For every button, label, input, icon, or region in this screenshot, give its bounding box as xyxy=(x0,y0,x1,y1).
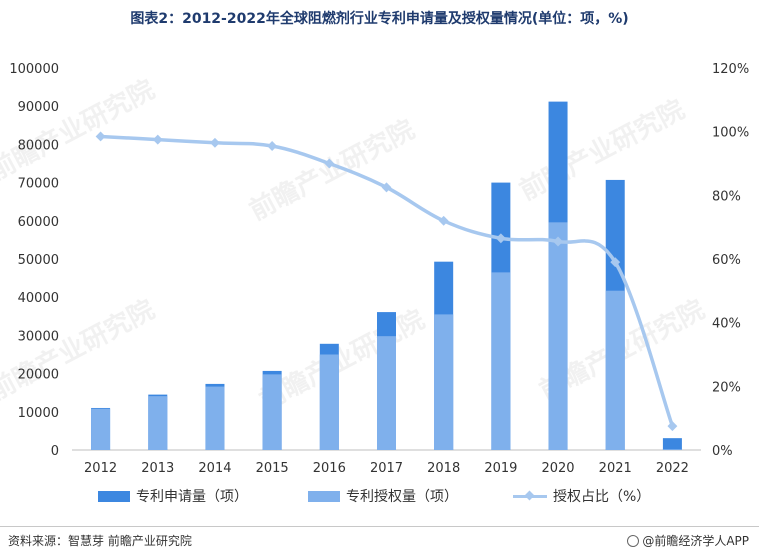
legend-swatch-grants xyxy=(308,490,340,502)
y-left-tick-label: 80000 xyxy=(18,138,59,153)
y-left-tick-label: 40000 xyxy=(18,291,59,306)
x-tick-label: 2021 xyxy=(599,461,632,476)
y-left-tick-label: 70000 xyxy=(18,177,59,192)
y-right-tick-label: 0% xyxy=(712,444,733,459)
brand-logo-icon xyxy=(627,534,640,547)
y-left-tick-label: 50000 xyxy=(18,253,59,268)
legend-item-ratio: 授权占比（%） xyxy=(513,486,650,506)
ratio-point xyxy=(495,233,506,244)
x-tick-label: 2019 xyxy=(484,461,517,476)
x-tick-label: 2018 xyxy=(427,461,460,476)
ratio-point xyxy=(381,182,392,193)
brand-credit: @前瞻经济学人APP xyxy=(627,532,749,549)
y-left-tick-label: 0 xyxy=(51,444,59,459)
bar-applications xyxy=(662,438,682,450)
x-tick-label: 2017 xyxy=(370,461,403,476)
legend-item-applications: 专利申请量（项） xyxy=(98,486,248,506)
bar-grants xyxy=(662,449,682,450)
y-left-tick-label: 60000 xyxy=(18,215,59,230)
legend-swatch-applications xyxy=(98,490,130,502)
x-tick-label: 2013 xyxy=(141,461,174,476)
brand-label: @前瞻经济学人APP xyxy=(642,534,749,548)
ratio-line xyxy=(95,131,678,432)
y-right-tick-label: 20% xyxy=(712,380,741,395)
y-right-tick-label: 40% xyxy=(712,317,741,332)
source-note: 资料来源：智慧芽 前瞻产业研究院 xyxy=(8,534,192,548)
x-tick-label: 2020 xyxy=(541,461,574,476)
bar-grants xyxy=(548,222,568,450)
bar-grants xyxy=(491,272,511,450)
ratio-point xyxy=(152,134,163,145)
legend-label-applications: 专利申请量（项） xyxy=(136,489,248,505)
x-tick-label: 2016 xyxy=(313,461,346,476)
ratio-point xyxy=(95,131,106,142)
y-left-tick-label: 90000 xyxy=(18,100,59,115)
bar-grants xyxy=(148,396,168,450)
footer: 资料来源：智慧芽 前瞻产业研究院 @前瞻经济学人APP xyxy=(0,526,759,560)
y-left-tick-label: 30000 xyxy=(18,329,59,344)
y-left-tick-label: 100000 xyxy=(9,62,59,77)
bar-grants xyxy=(205,386,225,450)
bar-grants xyxy=(377,336,396,450)
chart-title: 图表2：2012-2022年全球阻燃剂行业专利申请量及授权量情况(单位：项，%) xyxy=(130,11,629,27)
x-tick-label: 2012 xyxy=(84,461,117,476)
y-right-tick-label: 80% xyxy=(712,189,741,204)
y-right-tick-label: 120% xyxy=(712,62,749,77)
x-tick-label: 2015 xyxy=(256,461,289,476)
bars xyxy=(91,101,682,450)
legend-item-grants: 专利授权量（项） xyxy=(308,486,458,506)
ratio-series-line xyxy=(98,134,675,428)
bar-grants xyxy=(91,408,111,450)
ratio-point xyxy=(438,215,449,226)
ratio-point xyxy=(267,141,278,151)
ratio-point xyxy=(553,236,563,247)
y-right-tick-label: 100% xyxy=(712,126,749,141)
ratio-point xyxy=(210,137,220,148)
ratio-point xyxy=(324,158,335,169)
ratio-point xyxy=(667,421,678,432)
x-axis: 2012 2013 2014 2015 2016 2017 2018 2019 2020 2021… xyxy=(84,461,689,476)
ratio-point xyxy=(610,257,621,268)
y-right-tick-label: 60% xyxy=(712,253,741,268)
x-tick-label: 2022 xyxy=(656,461,689,476)
legend-swatch-ratio xyxy=(513,490,547,502)
y-axis-right: 0% 20% 40% 60% 80% 100% 120% xyxy=(712,62,749,459)
chart-plot: 0 10000 20000 30000 40000 50000 60000 70000 8000… xyxy=(9,62,749,476)
y-axis-left: 0 10000 20000 30000 40000 50000 60000 70000 8000… xyxy=(9,62,59,459)
bar-grants xyxy=(605,290,625,450)
legend: 专利申请量（项） 专利授权量（项） 授权占比（%） xyxy=(0,486,759,510)
bar-grants xyxy=(319,354,339,450)
bar-grants xyxy=(434,314,454,450)
legend-label-grants: 专利授权量（项） xyxy=(346,489,458,505)
y-left-tick-label: 20000 xyxy=(18,368,59,383)
x-tick-label: 2014 xyxy=(198,461,231,476)
bar-grants xyxy=(262,374,282,450)
y-left-tick-label: 10000 xyxy=(18,406,59,421)
legend-label-ratio: 授权占比（%） xyxy=(553,489,651,505)
